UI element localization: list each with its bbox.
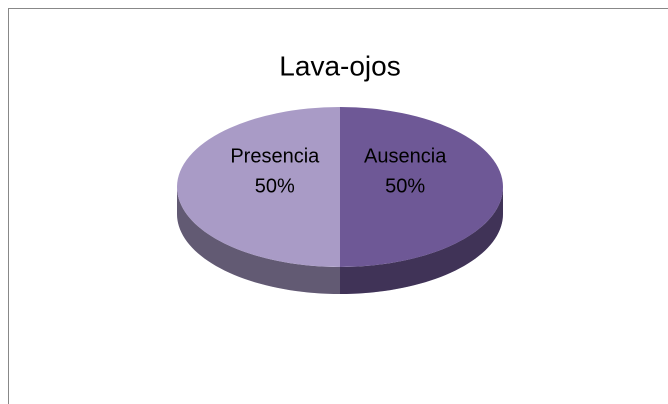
- chart-frame: [8, 8, 668, 404]
- pie: Ausencia 50% Presencia 50%: [177, 107, 503, 294]
- slice-label: Ausencia: [364, 145, 447, 167]
- slice: [177, 107, 340, 267]
- side-shade: [340, 187, 503, 294]
- slice-value-label: 50%: [255, 175, 295, 197]
- side-shade: [177, 187, 340, 294]
- chart-title: Lava-ojos: [279, 50, 400, 81]
- slice-side: [177, 187, 340, 294]
- slice-side: [340, 187, 503, 294]
- slice-value-label: 50%: [385, 175, 425, 197]
- slice: [340, 107, 503, 267]
- slice-label: Presencia: [230, 145, 320, 167]
